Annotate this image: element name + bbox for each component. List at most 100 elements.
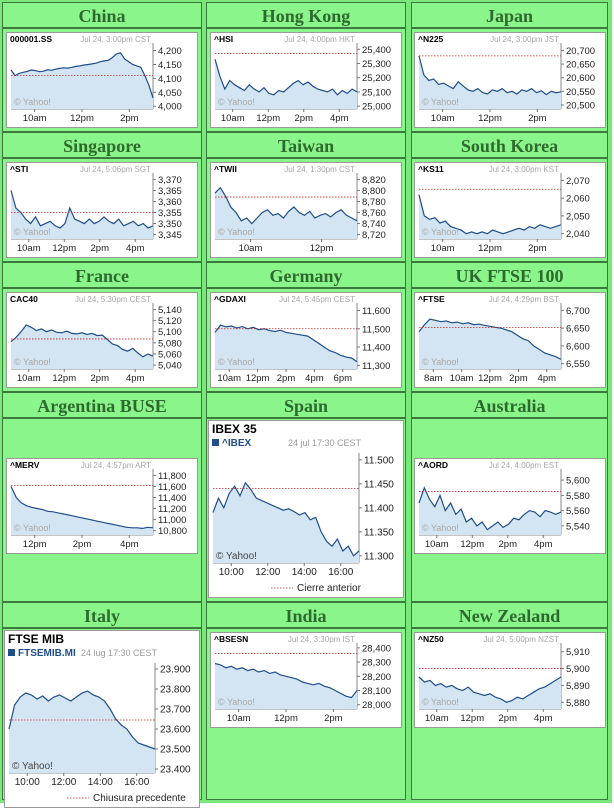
y-tick-label: 6,650 [566,324,590,335]
yahoo-credit: © Yahoo! [218,97,255,107]
chart-time: Jul 24, 3:00pm CST [80,35,151,44]
chart-time: Jul 24, 4:00pm HKT [284,35,355,44]
chart-taiwan[interactable]: ^TWII Jul 24, 1:30pm CST 8,820 8,800 8,780 8,… [210,162,402,258]
chart-svg-taiwan: ^TWII Jul 24, 1:30pm CST8,8208,8008,7808,… [214,164,386,254]
chart-time: Jul 24, 4:29pm BST [488,295,558,304]
y-tick-label: 6,700 [566,306,590,317]
legend-label: Chiusura precedente [93,793,186,804]
chart-france[interactable]: CAC40 Jul 24, 5:30pm CEST 5,140 5,120 5,100 5… [6,292,198,388]
y-tick-label: 20,600 [566,73,595,84]
series-area [11,325,153,369]
y-tick-label: 11.500 [364,455,394,466]
chart-svg-italy: FTSE MIB FTSEMIB.MI 24 lug 17:30 CEST23.90… [8,632,191,804]
region-title-china: China [2,2,202,28]
x-tick-label: 4pm [126,243,145,254]
chart-symbol: ^HSI [214,34,233,44]
yahoo-credit: © Yahoo! [14,97,51,107]
y-tick-label: 3,370 [158,175,182,186]
y-tick-label: 4,100 [158,74,182,85]
y-tick-label: 8,760 [362,208,386,219]
series-area [11,486,153,535]
y-tick-label: 6,600 [566,341,590,352]
y-tick-label: 25,200 [362,73,391,84]
chart-symbol: ^KS11 [418,164,444,174]
x-tick-label: 10am [424,713,448,724]
x-tick-label: 10am [430,113,454,124]
chart-germany[interactable]: ^GDAXI Jul 24, 5:45pm CEST 11,600 11,500 11,… [210,292,402,388]
chart-time: Jul 24, 5:45pm CEST [279,295,355,304]
series-line [10,190,154,229]
y-tick-label: 5,140 [158,305,182,316]
series-area [11,52,153,109]
x-tick-label: 10am [430,243,454,254]
series-line [214,324,358,363]
chart-china[interactable]: 000001.SS Jul 24, 3:00pm CST 4,200 4,150 4,1… [6,32,198,128]
yahoo-credit: © Yahoo! [218,697,255,707]
chart-new-zealand[interactable]: ^NZ50 Jul 24, 5:00pm NZST 5,910 5,900 5,890 5… [413,632,606,728]
chart-time: Jul 24, 3:00pm KST [488,165,558,174]
y-tick-label: 28,100 [362,686,391,697]
x-tick-label: 2pm [91,243,110,254]
y-tick-label: 23.900 [160,665,191,676]
chart-india[interactable]: ^BSESN Jul 24, 3:30pm IST 28,400 28,300 28,2… [210,632,402,728]
y-tick-label: 25,400 [362,45,391,56]
y-tick-label: 28,400 [362,643,391,654]
region-title-hong-kong: Hong Kong [206,2,406,28]
y-tick-label: 4,000 [158,102,182,113]
x-tick-label: 4pm [534,539,553,550]
chart-australia[interactable]: ^AORD Jul 24, 4:00pm EST 5,600 5,580 5,560 5,… [413,458,606,554]
y-tick-label: 3,360 [158,197,182,208]
chart-time: Jul 24, 5:00pm NZST [483,635,559,644]
chart-italy[interactable]: FTSE MIB FTSEMIB.MI 24 lug 17:30 CEST 23.90… [4,630,200,808]
region-title-singapore: Singapore [2,132,202,158]
x-tick-label: 2pm [528,113,547,124]
chart-symbol: ^NZ50 [418,634,444,644]
chart-argentina-buse[interactable]: ^MERV Jul 24, 4:57pm ART 11,800 11,600 11,40… [6,458,198,554]
series-line [10,486,154,530]
x-tick-label: 12pm [478,113,502,124]
y-tick-label: 25,300 [362,59,391,70]
series-line [418,318,561,360]
y-tick-label: 28,200 [362,672,391,683]
chart-japan[interactable]: ^N225 Jul 24, 3:00pm JST 20,700 20,650 20,60… [413,32,606,128]
chart-hong-kong[interactable]: ^HSI Jul 24, 4:00pm HKT 25,400 25,300 25,200… [210,32,402,128]
y-tick-label: 11,000 [158,515,186,526]
yahoo-credit: © Yahoo! [422,357,459,367]
chart-symbol: CAC40 [10,294,38,304]
y-tick-label: 11.450 [364,479,394,490]
chart-uk-ftse-100[interactable]: ^FTSE Jul 24, 4:29pm BST 6,700 6,650 6,600 6,… [413,292,606,388]
region-title-uk-ftse-100: UK FTSE 100 [411,262,608,288]
chart-symbol: ^FTSE [418,294,445,304]
y-tick-label: 2,050 [566,211,590,222]
x-tick-label: 12pm [460,713,484,724]
chart-svg-japan: ^N225 Jul 24, 3:00pm JST 20,700 20,650 20,60… [417,34,595,124]
chart-time: Jul 24, 4:57pm ART [81,461,151,470]
y-tick-label: 11,300 [362,361,390,372]
chart-singapore[interactable]: ^STI Jul 24, 5:06pm SGT 3,370 3,365 3,360 3,3… [6,162,198,258]
chart-symbol: ^AORD [418,460,448,470]
chart-svg-uk-ftse-100: ^FTSE Jul 24, 4:29pm BST 6,700 6,650 6,600 6,… [418,294,590,384]
series-area [215,663,357,709]
yahoo-credit: © Yahoo! [422,227,459,237]
y-tick-label: 11,600 [158,482,186,493]
chart-south-korea[interactable]: ^KS11 Jul 24, 3:00pm KST 2,070 2,060 2,050 2,… [413,162,606,258]
series-area [215,59,357,109]
x-tick-label: 10am [449,373,473,384]
y-tick-label: 11.400 [364,503,394,514]
chart-time: Jul 24, 5:06pm SGT [80,165,151,174]
y-tick-label: 20,500 [566,100,595,111]
chart-spain[interactable]: IBEX 35 ^IBEX 24 jul 17:30 CEST 11.500 11.45… [208,420,404,598]
y-tick-label: 2,070 [566,176,590,187]
yahoo-credit: © Yahoo! [218,357,255,367]
series-line [417,55,561,96]
series-line [417,486,561,531]
y-tick-label: 5,880 [566,698,590,709]
region-title-india: India [206,602,406,628]
legend-label: Cierre anterior [297,583,362,594]
chart-name: IBEX 35 [212,422,257,436]
chart-time: 24 lug 17:30 CEST [81,648,158,658]
chart-time: Jul 24, 3:30pm IST [288,635,355,644]
region-title-italy: Italy [2,602,202,628]
region-title-australia: Australia [411,392,608,418]
region-title-argentina-buse: Argentina BUSE [2,392,202,418]
